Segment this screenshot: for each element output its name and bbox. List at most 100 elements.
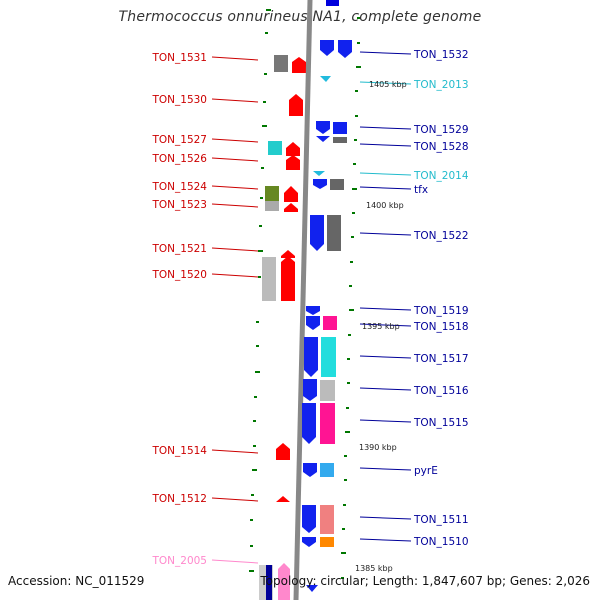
right-gene-label[interactable]: tfx [414,184,428,196]
right-gene-labels: TON_1532 TON_2013 TON_1529 TON_1528 TON_2014… [359,49,469,548]
left-gene-label[interactable]: TON_1530 [151,94,207,106]
leader-line [211,98,259,103]
gene-TON_1518-a[interactable] [306,316,320,330]
gene-pyrE[interactable] [320,463,334,477]
left-gene-label[interactable]: TON_1520 [151,269,207,281]
gene-TON_1529-b[interactable] [333,122,347,134]
leader-line [359,387,412,391]
left-gene-label[interactable]: TON_1531 [151,52,207,64]
topology-text: Topology: circular; Length: 1,847,607 bp… [260,574,590,588]
gene-TON_1532-a[interactable] [320,40,334,56]
leader-line [359,81,412,85]
leader-line [211,56,259,61]
leader-line [211,273,259,278]
gene-tfx-gray[interactable] [330,179,344,190]
gene-bottom[interactable] [306,585,318,592]
gene-TON_1531[interactable] [292,57,306,73]
gene-TON_1515[interactable] [320,403,335,444]
right-gene-label[interactable]: TON_1528 [413,141,469,153]
scale-ticks [249,9,361,579]
leader-line [359,186,412,190]
kbp-label: 1400 kbp [366,201,404,210]
gene-TON_1528-a[interactable] [316,136,330,142]
gene-TON_1529[interactable] [316,121,330,134]
right-gene-label[interactable]: TON_1519 [413,305,469,317]
genome-title: Thermococcus onnurineus NA1, complete ge… [118,9,482,25]
right-gene-label[interactable]: TON_1532 [413,49,469,61]
right-gene-label[interactable]: TON_2013 [413,79,469,91]
gene-TON_2013[interactable] [320,76,331,82]
left-gene-label[interactable]: TON_1512 [151,493,207,505]
right-gene-label[interactable]: TON_1522 [413,230,469,242]
leader-line [211,247,259,252]
right-strand-genes [302,0,352,592]
leader-line [359,467,412,471]
leader-line [359,307,412,311]
right-gene-label[interactable]: TON_1518 [413,321,469,333]
gene-TON_1511-a[interactable] [302,505,316,533]
gene-TON_1526[interactable] [286,155,300,170]
left-gene-label[interactable]: TON_2005 [151,555,207,567]
gene-TON_1523-gray[interactable] [265,201,279,211]
left-gene-label[interactable]: TON_1524 [151,181,207,193]
gene-top[interactable] [326,0,339,6]
gene-TON_1522[interactable] [310,215,324,251]
left-gene-label[interactable]: TON_1521 [151,243,207,255]
gene-TON_2005-blue[interactable] [266,565,272,600]
gene-TON_1524-arrow[interactable] [284,186,298,202]
right-gene-label[interactable]: TON_2014 [413,170,469,182]
genome-backbone [293,0,313,600]
gene-TON_1515-a[interactable] [302,403,316,444]
gene-tfx[interactable] [313,179,327,189]
right-gene-label[interactable]: TON_1515 [413,417,469,429]
accession-text: Accession: NC_011529 [8,574,145,588]
gene-pyrE-a[interactable] [303,463,317,477]
kbp-label: 1385 kbp [355,564,393,573]
right-gene-label[interactable]: TON_1516 [413,385,469,397]
leader-line [359,232,412,236]
gene-TON_1528[interactable] [333,137,347,143]
gene-TON_1516[interactable] [320,380,335,401]
gene-TON_1531-gray[interactable] [274,55,288,72]
gene-TON_1527[interactable] [268,141,282,155]
right-gene-label[interactable]: TON_1529 [413,124,469,136]
gene-TON_1520-gray[interactable] [262,257,276,301]
gene-TON_1527-arrow[interactable] [286,142,300,156]
leader-line [211,203,259,208]
kbp-scale-labels: 1405 kbp 1400 kbp 1395 kbp 1390 kbp 1385 kbp [355,80,407,573]
leader-line [359,126,412,130]
leader-line [211,138,259,143]
leader-line [359,323,412,327]
leader-line [359,51,412,55]
gene-TON_1520[interactable] [281,256,295,301]
right-gene-label[interactable]: TON_1510 [413,536,469,548]
gene-TON_1518[interactable] [323,316,337,330]
right-gene-label[interactable]: pyrE [414,465,438,477]
gene-TON_1519[interactable] [306,306,320,315]
leader-line [359,419,412,423]
kbp-label: 1405 kbp [369,80,407,89]
gene-TON_1510-a[interactable] [302,537,316,547]
gene-TON_1510[interactable] [320,537,334,547]
gene-TON_1517[interactable] [321,337,336,377]
gene-TON_1512[interactable] [276,496,290,502]
left-gene-label[interactable]: TON_1523 [151,199,207,211]
leader-line [211,449,259,454]
gene-TON_1521[interactable] [281,250,295,258]
gene-TON_1532[interactable] [338,40,352,58]
gene-TON_2014[interactable] [313,171,325,176]
gene-TON_1530[interactable] [289,94,303,116]
gene-TON_1514[interactable] [276,443,290,460]
gene-TON_1522-gray[interactable] [327,215,341,251]
right-gene-label[interactable]: TON_1511 [413,514,469,526]
gene-TON_1524[interactable] [265,186,279,201]
gene-TON_1523[interactable] [284,203,298,212]
gene-pink[interactable] [278,563,290,600]
gene-TON_1516-a[interactable] [303,379,317,401]
gene-TON_1511[interactable] [320,505,334,534]
gene-TON_1517-a[interactable] [304,337,318,377]
left-gene-label[interactable]: TON_1514 [151,445,207,457]
left-gene-label[interactable]: TON_1527 [151,134,207,146]
left-gene-label[interactable]: TON_1526 [151,153,207,165]
right-gene-label[interactable]: TON_1517 [413,353,469,365]
